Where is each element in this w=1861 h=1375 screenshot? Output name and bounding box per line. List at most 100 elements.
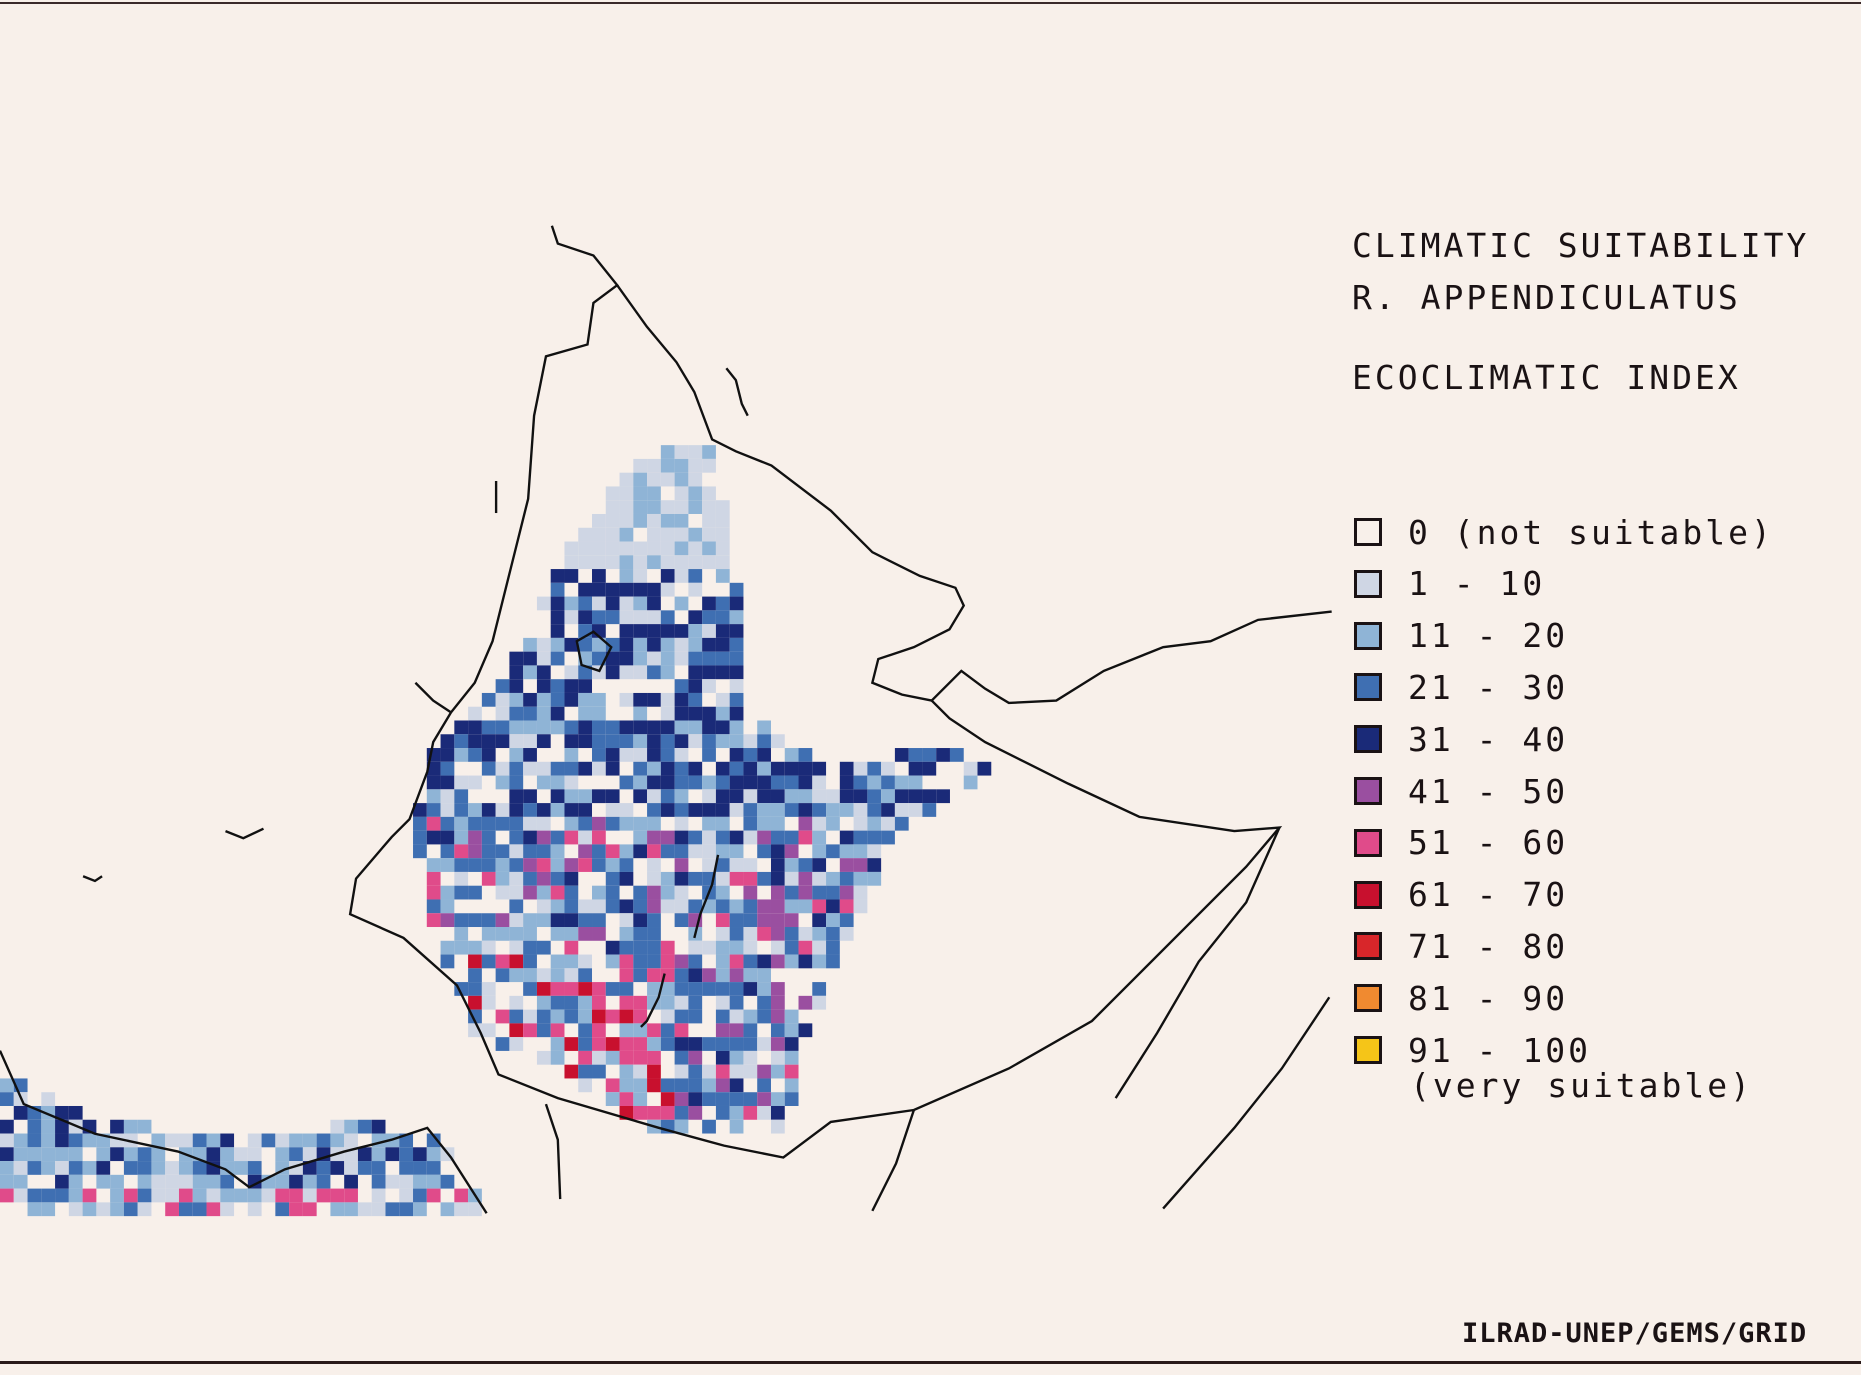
grid-cell	[454, 789, 469, 804]
grid-cell	[55, 1188, 69, 1203]
grid-cell	[413, 1188, 427, 1203]
grid-cell	[647, 582, 661, 597]
grid-cell	[770, 940, 785, 955]
grid-cell	[550, 927, 565, 941]
grid-cell	[743, 816, 758, 831]
grid-cell	[702, 500, 716, 514]
grid-cell	[426, 1133, 441, 1148]
grid-cell	[96, 1161, 111, 1175]
grid-cell	[468, 913, 482, 928]
grid-cell	[757, 871, 771, 886]
grid-cell	[922, 761, 937, 776]
grid-cell	[633, 1105, 648, 1120]
grid-cell	[702, 1119, 716, 1134]
grid-cell	[137, 1188, 152, 1203]
grid-cell	[27, 1188, 42, 1203]
grid-cell	[660, 513, 675, 528]
grid-cell	[564, 596, 579, 611]
grid-cell	[302, 1147, 317, 1162]
grid-cell	[660, 871, 675, 886]
grid-cell	[660, 665, 675, 680]
grid-cell	[784, 844, 799, 859]
grid-cell	[413, 1161, 427, 1175]
grid-cell	[578, 803, 593, 817]
grid-cell	[633, 541, 648, 556]
grid-cell	[633, 1009, 648, 1024]
grid-cell	[688, 458, 703, 473]
grid-cell	[702, 734, 716, 749]
grid-cell	[702, 513, 716, 528]
top-border	[0, 2, 1861, 4]
grid-cell	[729, 761, 744, 776]
grid-cell	[509, 940, 524, 955]
grid-cell	[605, 982, 620, 996]
grid-cell	[468, 830, 482, 845]
grid-cell	[592, 885, 606, 900]
grid-cell	[619, 555, 634, 570]
grid-cell	[826, 816, 840, 831]
grid-cell	[41, 1161, 56, 1175]
legend-label: 31 - 40	[1408, 719, 1569, 759]
grid-cell	[826, 871, 840, 886]
grid-cell	[619, 569, 634, 583]
grid-cell	[426, 913, 441, 928]
grid-cell	[550, 830, 565, 845]
grid-cell	[633, 624, 648, 638]
grid-cell	[826, 899, 840, 914]
grid-cell	[536, 665, 551, 680]
grid-cell	[633, 513, 648, 528]
grid-cell	[13, 1147, 28, 1162]
grid-cell	[605, 803, 620, 817]
grid-cell	[688, 500, 703, 514]
grid-cell	[688, 734, 703, 749]
grid-cell	[729, 899, 744, 914]
grid-cell	[619, 871, 634, 886]
grid-cell	[536, 706, 551, 721]
grid-cell	[536, 1009, 551, 1024]
grid-cell	[495, 775, 510, 790]
grid-cell	[674, 789, 689, 804]
grid-cell	[110, 1147, 124, 1162]
grid-cell	[509, 885, 524, 900]
grid-cell	[247, 1133, 262, 1148]
grid-cell	[605, 665, 620, 680]
grid-cell	[426, 858, 441, 872]
grid-cell	[757, 748, 771, 762]
grid-cell	[702, 541, 716, 556]
grid-cell	[633, 775, 648, 790]
grid-cell	[702, 445, 716, 459]
grid-cell	[715, 761, 730, 776]
grid-cell	[123, 1119, 138, 1134]
grid-cell	[440, 803, 455, 817]
grid-cell	[151, 1147, 166, 1162]
grid-cell	[165, 1133, 179, 1148]
grid-cell	[826, 927, 840, 941]
grid-cell	[715, 899, 730, 914]
grid-cell	[660, 472, 675, 487]
grid-cell	[619, 844, 634, 859]
grid-cell	[647, 527, 661, 542]
legend-swatch	[1354, 725, 1382, 754]
grid-cell	[798, 775, 813, 790]
grid-cell	[454, 871, 469, 886]
grid-cell	[660, 885, 675, 900]
grid-cell	[715, 527, 730, 542]
grid-cell	[702, 1092, 716, 1106]
grid-cell	[302, 1188, 317, 1203]
grid-cell	[770, 899, 785, 914]
grid-cell	[426, 871, 441, 886]
grid-cell	[853, 803, 868, 817]
grid-cell	[27, 1133, 42, 1148]
grid-cell	[702, 486, 716, 501]
grid-cell	[674, 734, 689, 749]
grid-cell	[715, 692, 730, 707]
grid-cell	[894, 803, 909, 817]
grid-cell	[688, 541, 703, 556]
grid-cell	[715, 541, 730, 556]
grid-cell	[536, 734, 551, 749]
grid-cell	[481, 940, 496, 955]
grid-cell	[509, 651, 524, 666]
grid-cell	[770, 1050, 785, 1065]
grid-cell	[454, 1188, 469, 1203]
grid-cell	[908, 748, 923, 762]
